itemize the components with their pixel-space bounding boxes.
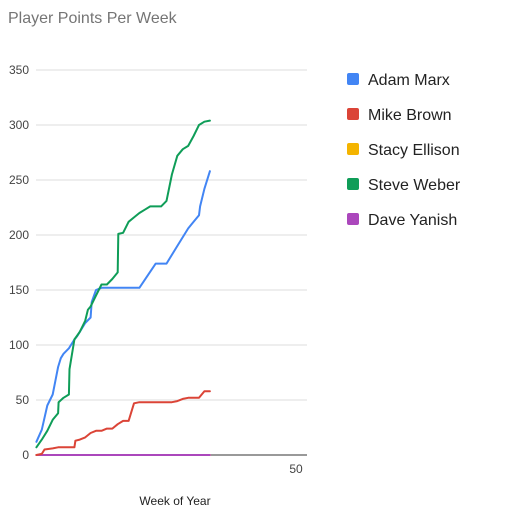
- y-tick-label: 150: [9, 283, 29, 297]
- series-line-mike-brown: [35, 390, 211, 456]
- legend-item-stacy-ellison[interactable]: Stacy Ellison: [347, 142, 460, 159]
- gridlines: [36, 69, 307, 456]
- legend-swatch: [347, 213, 359, 225]
- legend-label: Mike Brown: [368, 107, 452, 124]
- legend-swatch: [347, 108, 359, 120]
- legend-label: Dave Yanish: [368, 212, 457, 229]
- legend-label: Stacy Ellison: [368, 142, 460, 159]
- legend-item-adam-marx[interactable]: Adam Marx: [347, 72, 450, 89]
- legend-item-dave-yanish[interactable]: Dave Yanish: [347, 212, 457, 229]
- chart-title: Player Points Per Week: [8, 10, 178, 27]
- legend-item-mike-brown[interactable]: Mike Brown: [347, 107, 452, 124]
- legend-item-steve-weber[interactable]: Steve Weber: [347, 177, 461, 194]
- series-lines: [35, 119, 211, 456]
- y-tick-label: 250: [9, 173, 29, 187]
- y-tick-label: 300: [9, 118, 29, 132]
- x-axis-ticks: 50: [289, 462, 303, 476]
- legend-swatch: [347, 143, 359, 155]
- legend-swatch: [347, 73, 359, 85]
- y-axis-ticks: 0 50 100 150 200 250 300 350: [9, 63, 29, 462]
- legend-swatch: [347, 178, 359, 190]
- y-tick-label: 50: [16, 393, 30, 407]
- x-axis-title: Week of Year: [139, 494, 210, 508]
- series-line-steve-weber: [35, 119, 211, 449]
- y-tick-label: 350: [9, 63, 29, 77]
- y-tick-label: 0: [22, 448, 29, 462]
- series-line-adam-marx: [35, 170, 211, 443]
- y-tick-label: 100: [9, 338, 29, 352]
- legend-label: Steve Weber: [368, 177, 461, 194]
- x-tick-label: 50: [289, 462, 303, 476]
- legend-label: Adam Marx: [368, 72, 450, 89]
- legend[interactable]: Adam Marx Mike Brown Stacy Ellison Steve We…: [347, 72, 461, 229]
- y-tick-label: 200: [9, 228, 29, 242]
